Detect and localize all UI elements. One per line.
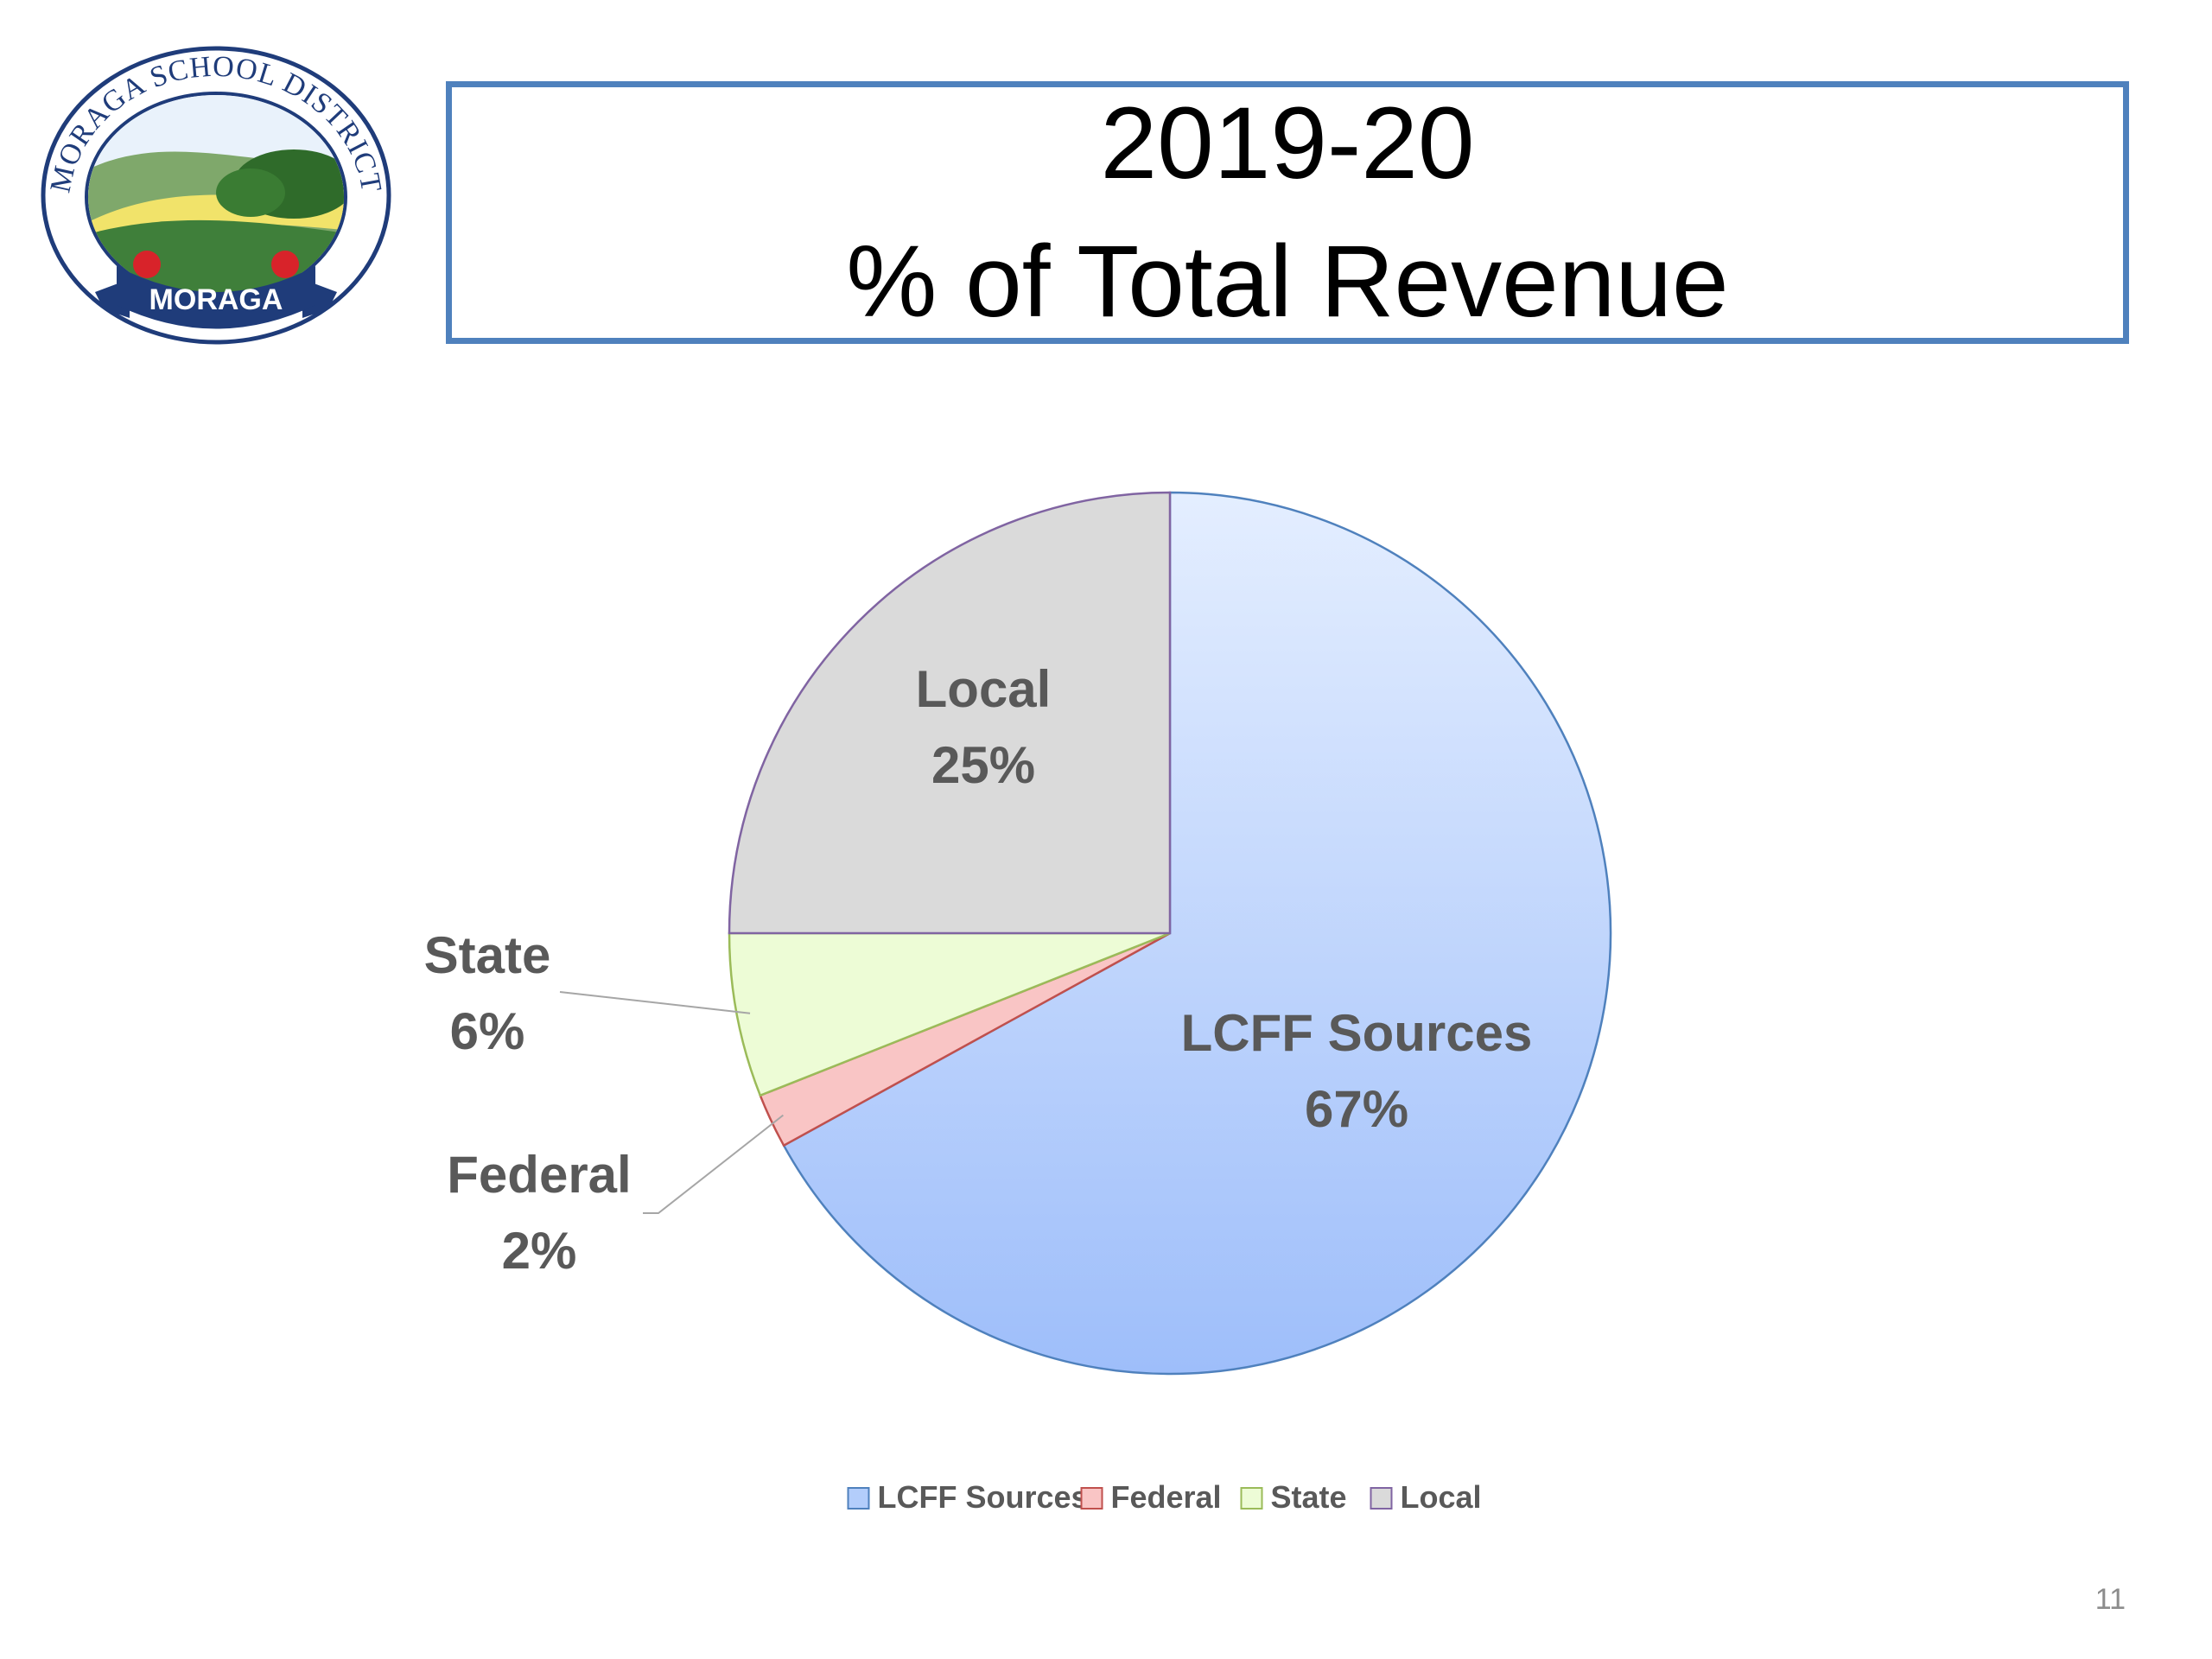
legend-swatch-state (1240, 1487, 1263, 1510)
pie-slice-state (728, 931, 1171, 1097)
data-label-value-local: 25% (931, 736, 1035, 794)
legend-label-state: State (1271, 1479, 1347, 1515)
district-logo: MORAGA SCHOOL DISTRICT MORAGA (35, 33, 397, 353)
legend-label-local: Local (1401, 1479, 1482, 1515)
data-label-value-federal: 2% (502, 1222, 577, 1280)
pie-slices (728, 491, 1612, 1376)
chart-legend: LCFF Sources Federal State Local (847, 1479, 1482, 1515)
data-label-value-state: 6% (450, 1002, 525, 1060)
seal-ribbon-text: MORAGA (149, 283, 283, 316)
data-label-name-state: State (424, 926, 551, 984)
district-seal-icon (41, 46, 391, 345)
data-label-value-lcff-sources: 67% (1305, 1080, 1408, 1138)
slide-title-subtitle: % of Total Revenue (846, 225, 1729, 339)
page-number: 11 (2094, 1583, 2126, 1616)
legend-swatch-lcff-sources (847, 1487, 870, 1510)
title-box: 2019-20 % of Total Revenue (446, 81, 2129, 344)
legend-swatch-local (1370, 1487, 1393, 1510)
legend-label-federal: Federal (1111, 1479, 1222, 1515)
leader-line-state (559, 991, 751, 1014)
pie-slice-lcff-sources (782, 491, 1612, 1376)
legend-label-lcff-sources: LCFF Sources (878, 1479, 1089, 1515)
slide-title-year: 2019-20 (1100, 86, 1475, 200)
data-label-name-lcff-sources: LCFF Sources (1181, 1004, 1533, 1062)
data-label-name-local: Local (916, 660, 1052, 718)
data-labels: LCFF Sources 67% Federal 2% State 6% Local 25% (424, 660, 1533, 1280)
data-label-name-federal: Federal (447, 1146, 631, 1204)
district-seal-lettering: MORAGA SCHOOL DISTRICT MORAGA (44, 51, 386, 316)
legend-swatch-federal (1080, 1487, 1103, 1510)
leader-lines (559, 991, 784, 1214)
leader-line-federal (643, 1114, 784, 1214)
pie-slice-local (728, 491, 1172, 935)
